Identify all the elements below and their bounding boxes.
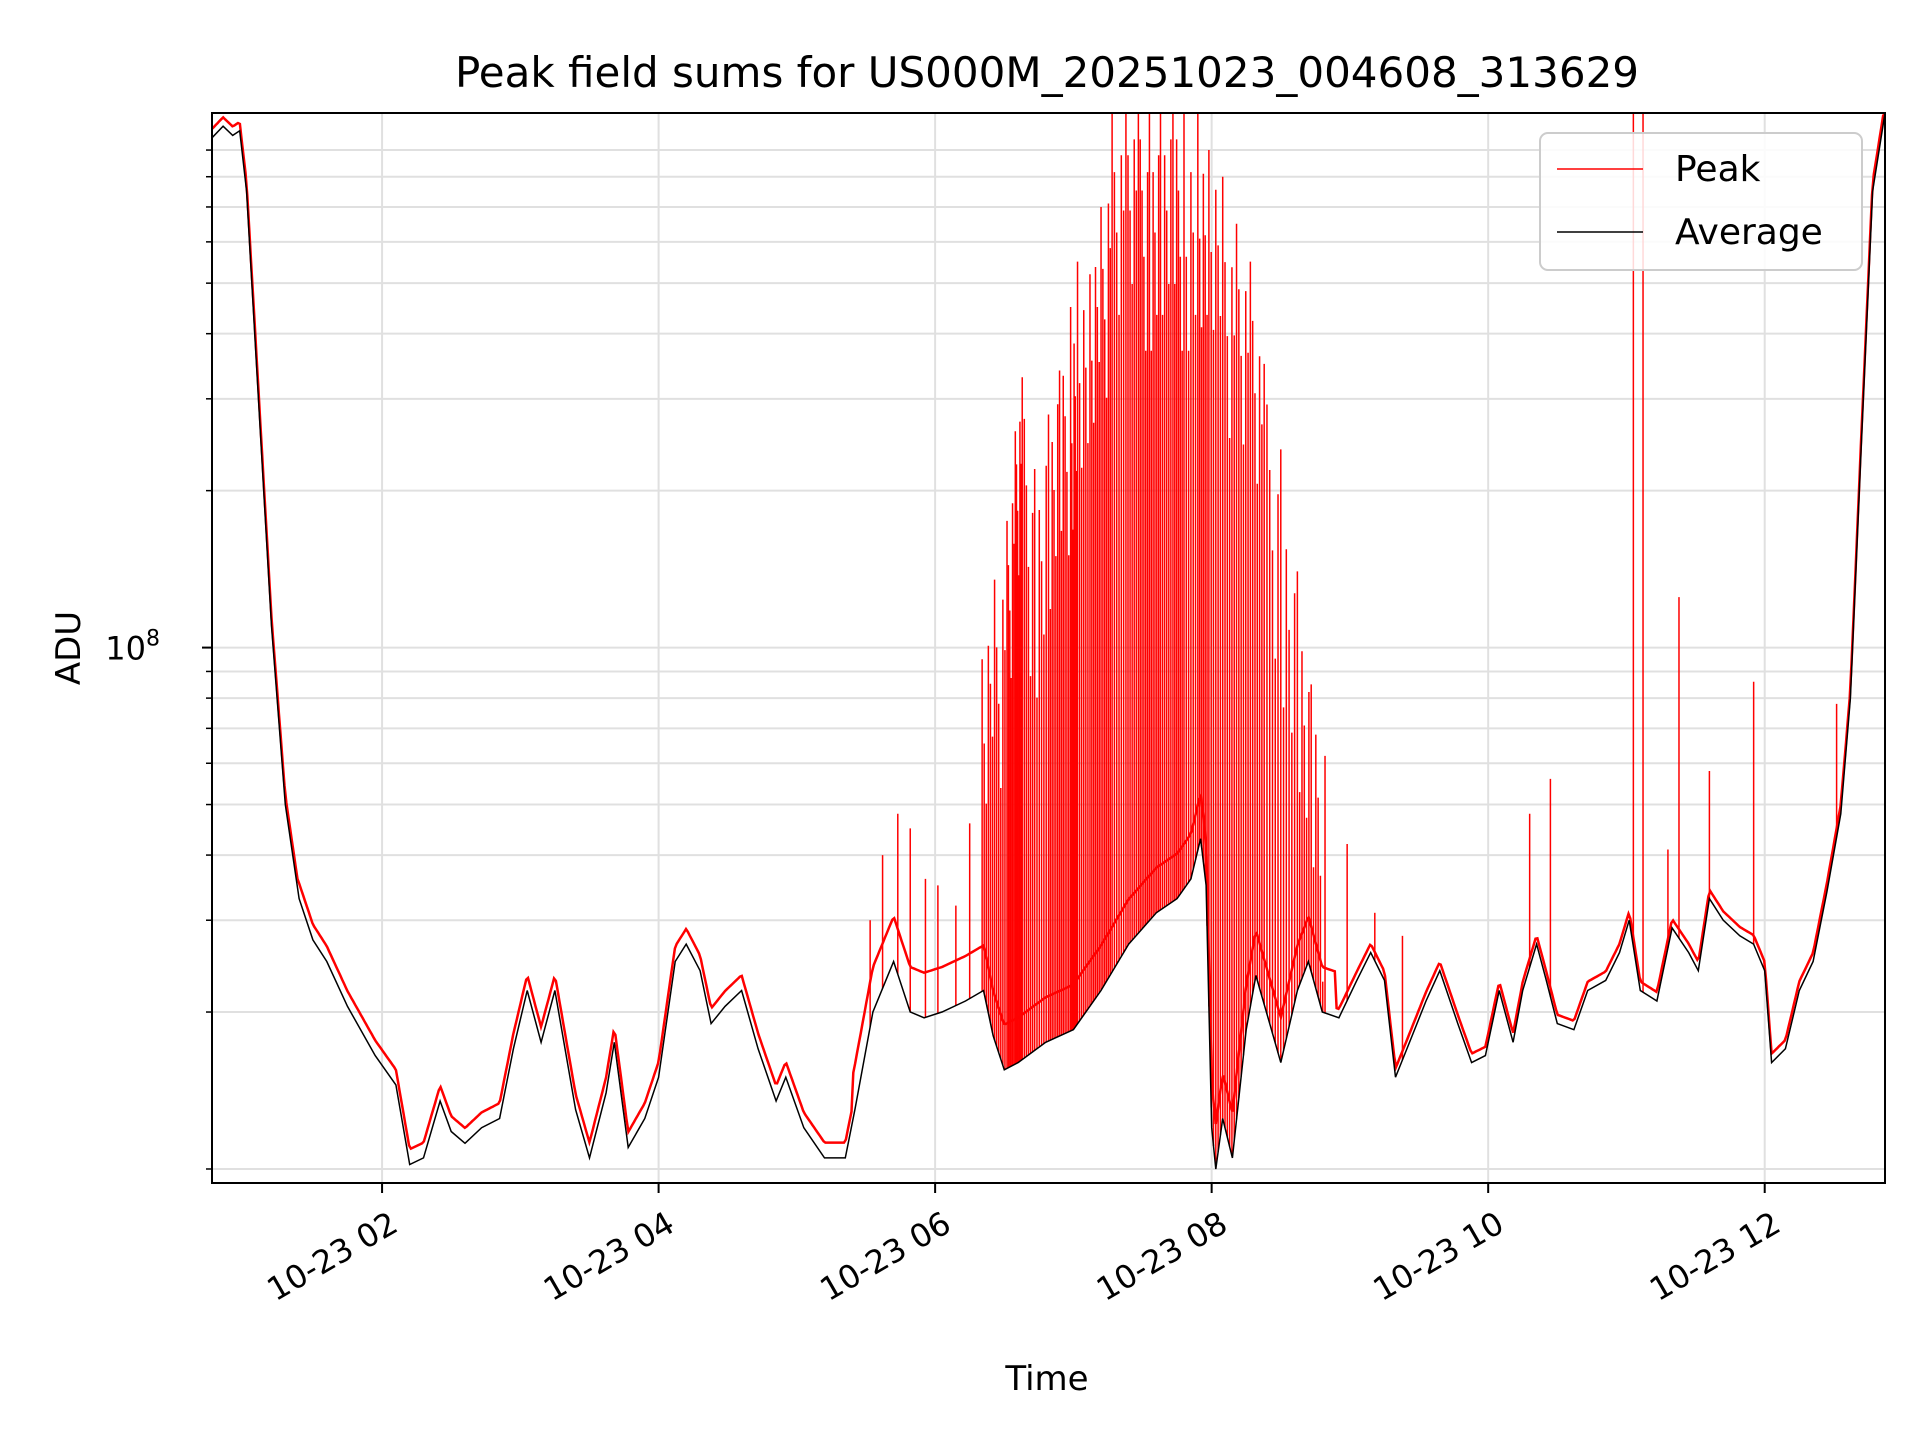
legend-box [1539,132,1863,271]
legend: Peak Average [1539,132,1863,271]
legend-peak-label: Peak [1675,149,1761,190]
x-axis-label: Time [1004,1359,1088,1399]
y-axis-label: ADU [49,611,89,685]
chart-title: Peak field sums for US000M_20251023_0046… [455,48,1639,97]
average-line [211,112,1886,1170]
peak-series [211,112,1887,1169]
y-tick-label: 108 [105,627,160,668]
legend-average-label: Average [1675,212,1823,253]
y-axis: 108 [105,149,212,1170]
average-series [211,112,1886,1170]
